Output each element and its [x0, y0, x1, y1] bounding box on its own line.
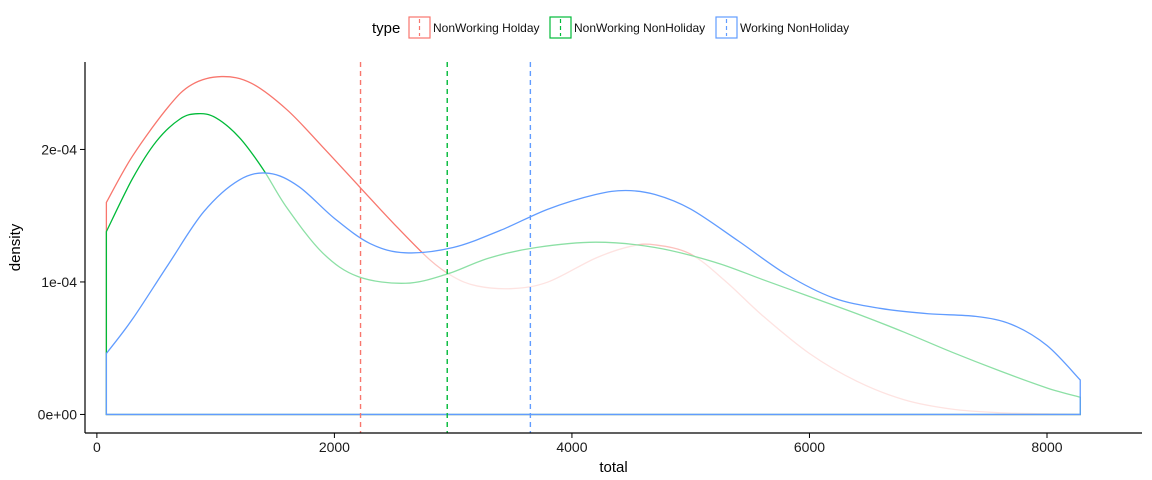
- y-ticks: 0e+00 1e-04 2e-04: [38, 141, 85, 422]
- x-tick-label: 2000: [319, 439, 350, 455]
- density-area-3: [105, 172, 1081, 416]
- y-axis-title: density: [7, 223, 24, 271]
- x-axis-title: total: [599, 459, 627, 476]
- y-tick-label: 2e-04: [41, 141, 77, 157]
- y-tick-label: 1e-04: [41, 274, 77, 290]
- x-tick-label: 8000: [1031, 439, 1062, 455]
- legend: type NonWorking Holday NonWorking NonHoli…: [372, 16, 849, 39]
- legend-label: NonWorking Holday: [433, 21, 540, 35]
- x-ticks: 0 2000 4000 6000 8000: [93, 433, 1063, 455]
- y-tick-label: 0e+00: [38, 406, 78, 422]
- x-tick-label: 6000: [794, 439, 825, 455]
- plot-area: [105, 62, 1081, 433]
- legend-items: NonWorking Holday NonWorking NonHoliday Wo…: [408, 16, 849, 39]
- legend-label: Working NonHoliday: [740, 21, 849, 35]
- legend-label: NonWorking NonHoliday: [574, 21, 705, 35]
- legend-title: type: [372, 20, 400, 37]
- x-tick-label: 0: [93, 439, 101, 455]
- x-tick-label: 4000: [556, 439, 587, 455]
